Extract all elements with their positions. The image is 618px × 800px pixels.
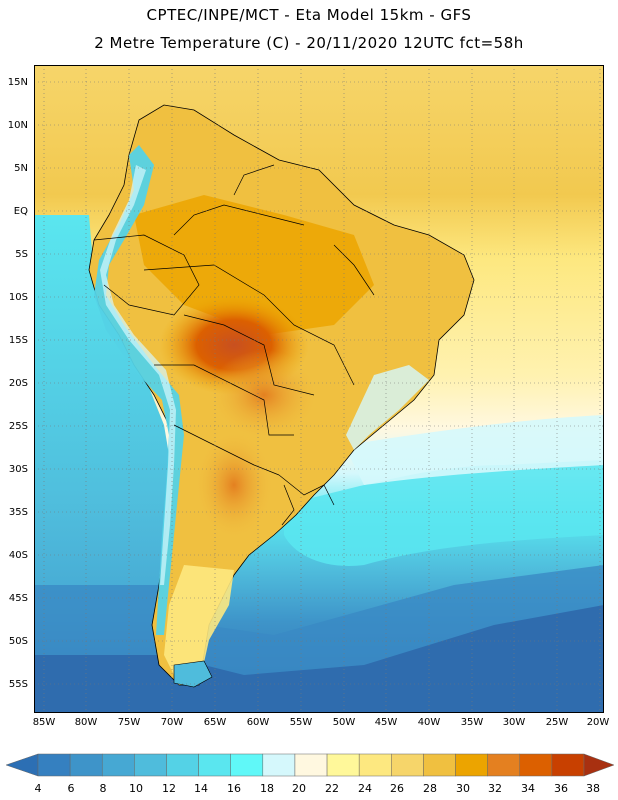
andes-pale-ridge <box>100 165 176 585</box>
colorbar-label: 8 <box>99 782 107 795</box>
lat-label: 45S <box>8 593 28 604</box>
colorbar-swatch <box>294 753 328 777</box>
lat-label: 5N <box>14 163 28 174</box>
colorbar-label: 36 <box>554 782 568 795</box>
colorbar-swatch <box>198 753 231 777</box>
colorbar-swatch <box>391 753 424 777</box>
colorbar-swatch <box>101 753 135 777</box>
colorbar-swatch <box>423 753 456 777</box>
lat-label: 15N <box>7 77 28 88</box>
colorbar-label: 14 <box>194 782 208 795</box>
colorbar-min-arrow <box>5 753 39 777</box>
temperature-map <box>34 65 604 713</box>
hot-core-chaco <box>209 350 319 440</box>
colorbar-swatch <box>230 753 264 777</box>
patagonia-cool-zone <box>164 565 234 685</box>
lat-label: 35S <box>8 507 28 518</box>
lon-label: 35W <box>460 717 484 728</box>
lon-label: 20W <box>586 717 610 728</box>
lon-label: 50W <box>332 717 356 728</box>
hot-core-argentina <box>194 430 274 540</box>
lon-label: 55W <box>289 717 313 728</box>
colorbar-label: 22 <box>325 782 339 795</box>
colorbar-label: 38 <box>586 782 600 795</box>
colorbar-label: 20 <box>292 782 306 795</box>
colorbar-swatch <box>358 753 392 777</box>
lon-label: 45W <box>374 717 398 728</box>
tierra-del-fuego <box>173 660 213 688</box>
map-border <box>34 65 604 713</box>
colorbar-swatch <box>37 753 71 777</box>
colorbar-swatch <box>134 753 167 777</box>
lon-label: 85W <box>32 717 56 728</box>
atlantic-cyan-plume <box>284 460 604 566</box>
lat-label: 10S <box>8 292 28 303</box>
colorbar-label: 18 <box>260 782 274 795</box>
colorbar-label: 4 <box>34 782 42 795</box>
atlantic-pale-band <box>344 415 604 485</box>
lon-label: 60W <box>246 717 270 728</box>
colorbar-swatch <box>166 753 199 777</box>
colorbar-label: 28 <box>423 782 437 795</box>
colorbar-label: 26 <box>390 782 404 795</box>
colorbar-swatch <box>551 753 585 777</box>
colorbar-label: 10 <box>129 782 143 795</box>
colorbar-swatch <box>455 753 488 777</box>
lat-label: 10N <box>7 120 28 131</box>
colorbar-label: 12 <box>162 782 176 795</box>
lat-label: EQ <box>13 206 28 217</box>
colorbar-swatch <box>262 753 296 777</box>
colorbar-swatch <box>326 753 360 777</box>
lon-label: 70W <box>160 717 184 728</box>
colorbar <box>5 753 615 777</box>
colorbar-max-arrow <box>583 753 615 777</box>
colorbar-label: 16 <box>227 782 241 795</box>
lon-label: 40W <box>417 717 441 728</box>
lat-label: 50S <box>8 636 28 647</box>
southern-ocean-deep <box>34 605 604 713</box>
lat-label: 30S <box>8 464 28 475</box>
lat-label: 20S <box>8 378 28 389</box>
lon-label: 25W <box>545 717 569 728</box>
lat-label: 15S <box>8 335 28 346</box>
colorbar-swatch <box>69 753 103 777</box>
lat-label: 40S <box>8 550 28 561</box>
lon-label: 65W <box>203 717 227 728</box>
colorbar-swatch <box>519 753 553 777</box>
lat-label: 55S <box>8 679 28 690</box>
graticule <box>34 65 604 713</box>
colorbar-label: 30 <box>456 782 470 795</box>
chart-title-line-2: 2 Metre Temperature (C) - 20/11/2020 12U… <box>94 34 524 52</box>
colorbar-label: 32 <box>488 782 502 795</box>
colorbar-label: 34 <box>521 782 535 795</box>
lon-label: 75W <box>117 717 141 728</box>
colorbar-label: 6 <box>67 782 75 795</box>
brazil-coastal-strip <box>346 365 429 450</box>
lon-label: 80W <box>74 717 98 728</box>
lat-label: 25S <box>8 421 28 432</box>
colorbar-swatch <box>487 753 521 777</box>
chart-title-line-1: CPTEC/INPE/MCT - Eta Model 15km - GFS <box>146 6 472 24</box>
lon-label: 30W <box>502 717 526 728</box>
lat-label: 5S <box>15 249 28 260</box>
colorbar-label: 24 <box>358 782 372 795</box>
amazon-warm-zone <box>134 195 374 335</box>
